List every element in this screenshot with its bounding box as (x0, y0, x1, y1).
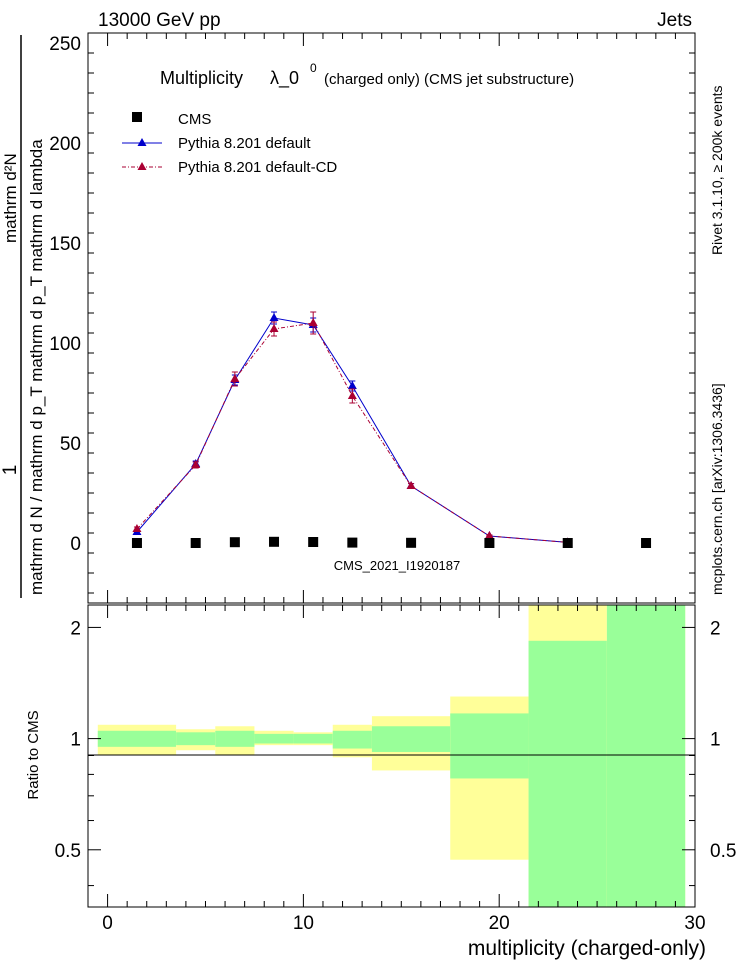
pythia-cd-point (191, 460, 201, 468)
ratio-y-ticks: 0.5 0.5 1 1 2 2 (55, 618, 736, 887)
ratio-y-tick-label: 0.5 (55, 841, 81, 862)
y-tick-label: 250 (49, 34, 81, 55)
legend-default-label: Pythia 8.201 default (178, 135, 311, 152)
cms-point (229, 537, 240, 548)
ratio-band-green (606, 605, 686, 907)
cms-point (308, 537, 319, 547)
watermark: CMS_2021_I1920187 (334, 558, 461, 573)
y-tick-label: 50 (60, 434, 81, 455)
x-tick-label: 20 (489, 913, 510, 934)
cms-point (190, 538, 201, 548)
x-tick-label: 0 (102, 913, 113, 934)
pythia-default-point (347, 381, 357, 389)
ratio-band-green (528, 640, 607, 907)
ratio-panel: 0.5 0.5 1 1 2 2 0 10 20 30 (55, 604, 736, 934)
main-frame (87, 32, 696, 604)
pythia-cd-point (308, 318, 318, 326)
ylabel-numerator: 1 (0, 465, 21, 476)
cms-point (269, 536, 280, 547)
pythia-cd-point (269, 324, 279, 332)
ratio-band-green (293, 733, 333, 744)
title-symbol: λ_0 (270, 68, 299, 89)
pythia-cd-point (484, 531, 494, 539)
pythia-default-line (136, 317, 568, 543)
ratio-band-green (215, 730, 255, 747)
ratio-ylabel: Ratio to CMS (25, 710, 42, 799)
header-right: Jets (657, 10, 692, 31)
main-title: Multiplicity λ_0 0 (charged only) (CMS j… (160, 61, 574, 89)
y-tick-label: 150 (49, 234, 81, 255)
pythia-cd-point (230, 374, 240, 382)
pythia-default-point (269, 313, 279, 321)
main-content (131, 311, 652, 548)
ratio-y-tick-label-right: 1 (710, 730, 721, 751)
main-x-ticks (87, 33, 696, 603)
main-panel: 0 50 100 150 200 250 (49, 32, 696, 604)
title-superscript: 0 (310, 61, 317, 75)
ratio-band-green (254, 733, 294, 744)
y-axis-label-main: 1 mathrm d N / mathrm d p_T mathrm d p_T… (0, 35, 46, 598)
title-prefix: Multiplicity (160, 68, 243, 88)
ratio-band-green (332, 730, 372, 749)
x-tick-label: 10 (293, 913, 314, 934)
cms-point (641, 538, 652, 548)
legend-cd-label: Pythia 8.201 default-CD (178, 159, 337, 176)
ratio-y-tick-label-right: 0.5 (710, 841, 736, 862)
ratio-x-ticks: 0 10 20 30 (87, 605, 706, 934)
cms-point (131, 538, 142, 548)
pythia-cd-point (347, 391, 357, 399)
y-tick-label: 100 (49, 334, 81, 355)
x-tick-label: 30 (684, 913, 705, 934)
legend-cms-label: CMS (178, 111, 211, 128)
ratio-band-green (371, 726, 451, 752)
legend-cms-marker (132, 112, 142, 122)
header-left: 13000 GeV pp (98, 10, 221, 31)
pythia-cd-line (136, 322, 568, 543)
ratio-y-tick-label-right: 2 (710, 618, 721, 639)
x-axis-label: multiplicity (charged-only) (468, 937, 706, 960)
y-tick-label: 200 (49, 134, 81, 155)
ratio-band-green (176, 732, 216, 746)
cms-point (562, 538, 573, 548)
title-suffix: (charged only) (CMS jet substructure) (324, 71, 574, 88)
pythia-cd-point (406, 481, 416, 489)
cms-point (347, 537, 358, 548)
side-rivet-text: Rivet 3.1.10, ≥ 200k events (709, 85, 725, 255)
side-mcplots-text: mcplots.cern.ch [arXiv:1306.3436] (709, 383, 725, 595)
ratio-bands (97, 605, 686, 907)
ratio-y-tick-label: 2 (70, 618, 81, 639)
ylabel-d2n: mathrm d²N (1, 153, 20, 243)
legend-default-marker (137, 138, 147, 146)
legend-cd-marker (137, 162, 147, 170)
y-tick-label: 0 (70, 534, 81, 555)
ratio-y-tick-label: 1 (70, 730, 81, 751)
main-y-ticks: 0 50 100 150 200 250 (49, 34, 695, 594)
ratio-band-green (97, 730, 177, 747)
legend: CMS Pythia 8.201 default Pythia 8.201 de… (122, 111, 337, 176)
pythia-cd-point (132, 524, 142, 532)
cms-point (406, 537, 417, 548)
ylabel-denominator: mathrm d N / mathrm d p_T mathrm d p_T m… (27, 139, 46, 595)
ratio-band-green (450, 713, 529, 779)
cms-point (484, 538, 495, 548)
